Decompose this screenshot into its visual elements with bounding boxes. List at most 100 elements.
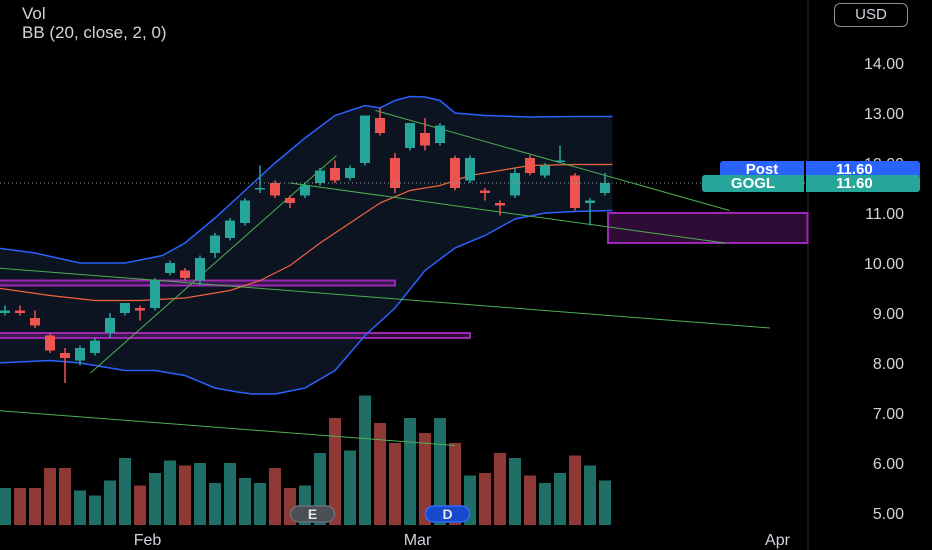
candle-body	[390, 158, 400, 188]
y-tick-label: 13.00	[864, 106, 904, 123]
y-tick-label: 7.00	[873, 406, 904, 423]
bb-lower-line	[0, 209, 613, 395]
candle-body	[75, 348, 85, 361]
volume-bar	[59, 468, 71, 525]
candle-body	[60, 353, 70, 358]
volume-bar	[539, 483, 551, 525]
candle-body	[510, 173, 520, 196]
volume-bar	[269, 468, 281, 525]
volume-bar	[449, 443, 461, 525]
candle-body	[570, 175, 580, 208]
candle-body	[300, 185, 310, 196]
post-label-value: 11.60	[806, 161, 920, 178]
bb-upper-line	[0, 95, 613, 264]
currency-button[interactable]: USD	[834, 3, 908, 27]
candle-body	[120, 303, 130, 313]
rectangle-zones	[0, 212, 809, 339]
x-tick-label: Mar	[404, 532, 432, 549]
y-tick-label: 8.00	[873, 356, 904, 373]
volume-bar	[389, 443, 401, 525]
candle-body	[540, 165, 550, 176]
candle-body	[315, 170, 325, 183]
candle-body	[420, 133, 430, 146]
volume-bar	[194, 463, 206, 525]
volume-bar	[359, 395, 371, 525]
volume-bar	[344, 450, 356, 525]
volume-bar	[494, 453, 506, 525]
volume-bar	[104, 480, 116, 525]
event-badge	[424, 505, 471, 523]
zone-rect	[0, 279, 396, 287]
volume-bar	[119, 458, 131, 525]
candle-body	[30, 318, 40, 326]
volume-bar	[149, 473, 161, 525]
dividend-marker[interactable]: D	[424, 505, 471, 523]
candle-body	[435, 125, 445, 143]
candle-body	[135, 308, 145, 311]
candle-body	[90, 340, 100, 353]
time-axis[interactable]: Feb Mar Apr	[134, 532, 791, 549]
volume-bar	[524, 475, 536, 525]
volume-bar	[239, 478, 251, 525]
volume-bar	[209, 483, 221, 525]
volume-bar	[479, 473, 491, 525]
candle-body	[495, 203, 505, 206]
y-tick-label: 11.00	[865, 206, 904, 223]
candle-body	[15, 310, 25, 313]
candle-body	[270, 183, 280, 196]
candle-body	[375, 118, 385, 133]
volume-bars	[0, 395, 611, 525]
candle-body	[105, 318, 115, 333]
candle-body	[225, 220, 235, 238]
volume-bar	[419, 433, 431, 525]
x-tick-label: Feb	[134, 532, 162, 549]
volume-bar	[44, 468, 56, 525]
candle-body	[600, 183, 610, 193]
candle-body	[450, 158, 460, 188]
candle-body	[165, 263, 175, 273]
trendline	[0, 410, 456, 446]
event-label: E	[308, 506, 317, 522]
volume-bar	[14, 488, 26, 525]
candle-body	[195, 258, 205, 281]
candle-body	[525, 158, 535, 173]
volume-bar	[404, 418, 416, 525]
candle-body	[555, 160, 565, 162]
ticker-label-value: 11.60	[806, 175, 920, 192]
bb-basis-line	[0, 163, 613, 302]
trendline	[289, 182, 726, 244]
legend-indicator-line: BB (20, close, 2, 0)	[22, 23, 167, 42]
ticker-label-name: GOGL	[702, 175, 804, 192]
volume-bar	[164, 460, 176, 525]
price-axis[interactable]: 5.006.007.008.009.0010.0011.0012.0013.00…	[864, 56, 904, 523]
candle-body	[45, 335, 55, 351]
volume-bar	[134, 485, 146, 525]
earnings-marker[interactable]: E	[289, 505, 336, 523]
candle-body	[210, 235, 220, 253]
y-tick-label: 9.00	[873, 306, 904, 323]
volume-bar	[74, 490, 86, 525]
zone-rect	[0, 332, 471, 339]
volume-bar	[509, 458, 521, 525]
volume-bar	[569, 455, 581, 525]
candle-body	[585, 200, 595, 203]
y-tick-label: 5.00	[873, 506, 904, 523]
x-tick-label: Apr	[765, 532, 791, 549]
chart-legend: Vol BB (20, close, 2, 0)	[22, 4, 167, 42]
volume-bar	[0, 488, 11, 525]
candle-body	[465, 158, 475, 181]
post-label-name: Post	[720, 161, 804, 178]
volume-bar	[554, 473, 566, 525]
candle-body	[480, 190, 490, 193]
y-tick-label: 10.00	[864, 256, 904, 273]
legend-symbol-line: Vol	[22, 4, 46, 23]
candle-body	[360, 115, 370, 163]
trendline	[375, 110, 730, 211]
candle-body	[345, 168, 355, 178]
volume-bar	[29, 488, 41, 525]
candle-body	[255, 188, 265, 190]
candle-body	[330, 168, 340, 181]
event-label: D	[442, 506, 452, 522]
